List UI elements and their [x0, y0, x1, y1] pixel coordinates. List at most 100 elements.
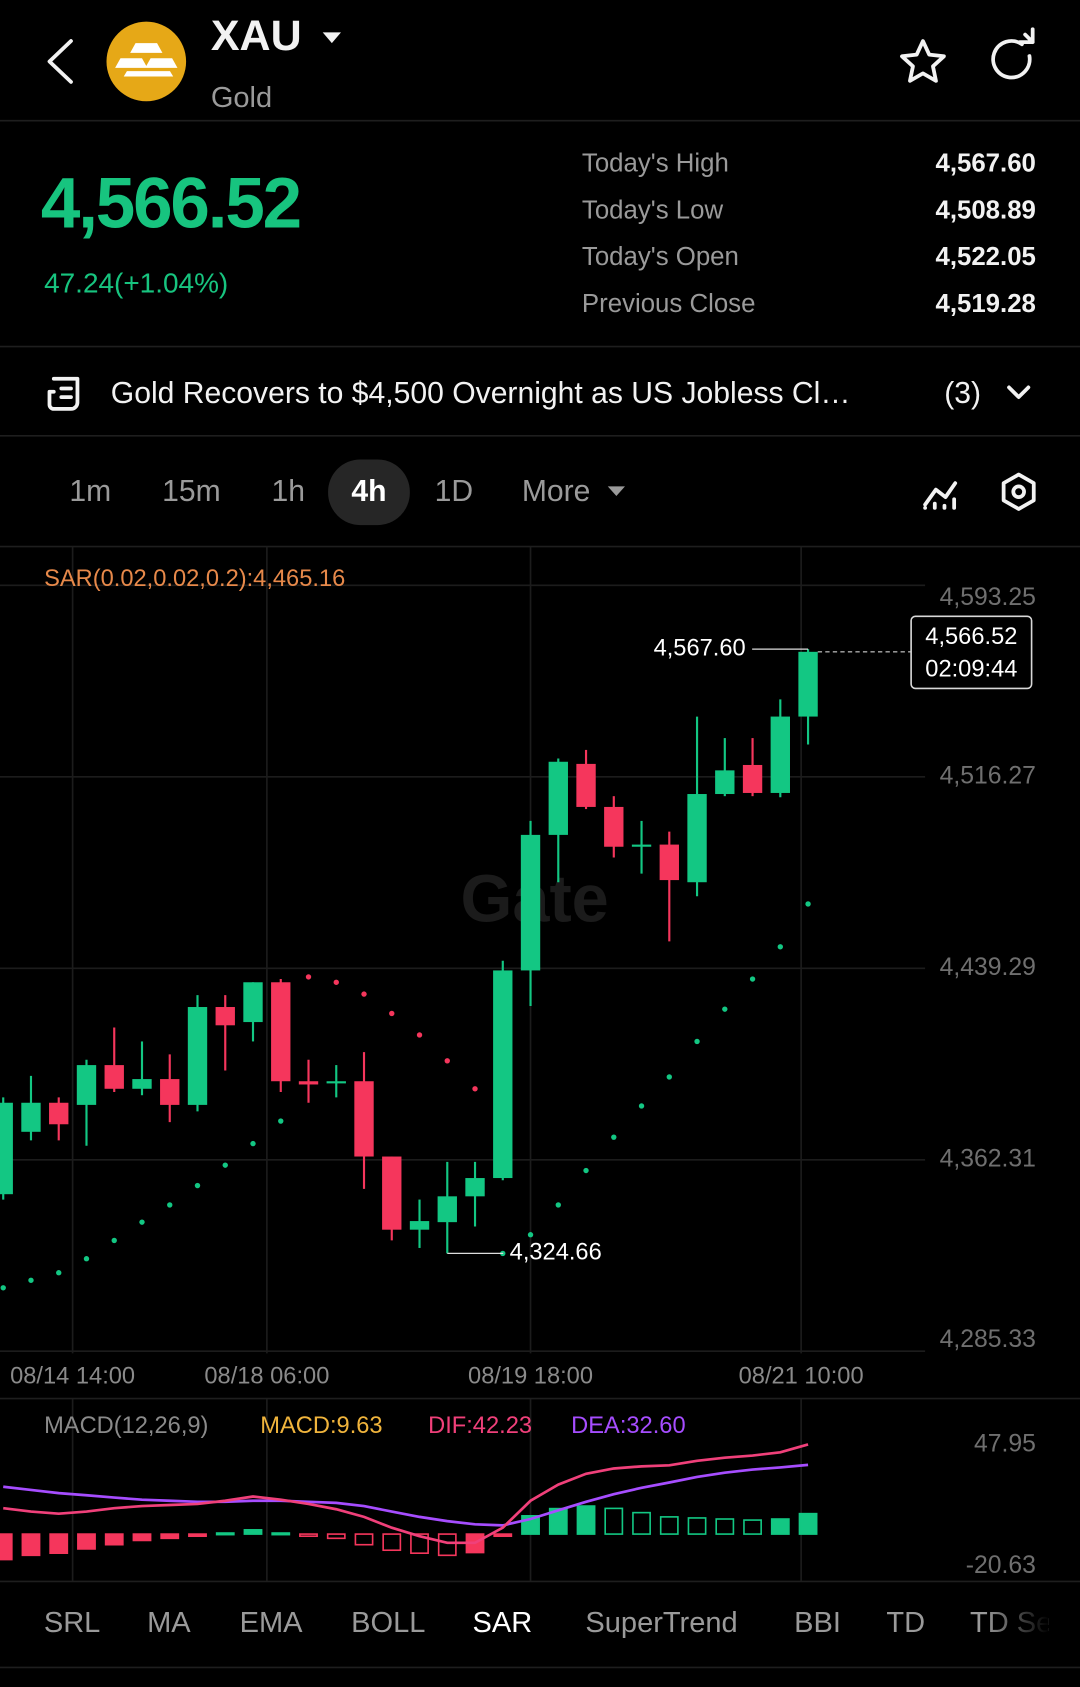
candle-body	[798, 651, 818, 717]
last-price-box	[910, 615, 1033, 690]
sar-dot	[167, 1202, 173, 1208]
stat-value: 4,522.05	[935, 243, 1035, 271]
high-marker-label: 4,567.60	[654, 635, 746, 661]
news-count[interactable]: (3)	[944, 377, 981, 410]
stat-label: Today's Open	[582, 243, 739, 271]
x-tick-label: 08/18 06:00	[204, 1363, 329, 1389]
indicator-tab[interactable]: MA	[147, 1607, 191, 1639]
last-price: 4,566.52	[41, 165, 300, 244]
macd-bar	[215, 1532, 235, 1536]
stat-value: 4,519.28	[935, 290, 1035, 318]
stat-value: 4,508.89	[935, 196, 1035, 224]
macd-bar	[21, 1533, 41, 1557]
chart-type-button[interactable]	[923, 481, 958, 510]
sar-dot	[666, 1074, 672, 1080]
macd-title: MACD(12,26,9)	[44, 1413, 208, 1439]
macd-bar	[382, 1533, 402, 1552]
macd-bar	[0, 1533, 13, 1561]
timeframe-active-bg	[328, 459, 410, 526]
dif-line	[3, 1443, 809, 1545]
timeframe-button[interactable]: 1h	[272, 475, 305, 508]
macd-value: MACD:9.63	[260, 1413, 382, 1439]
candle-body	[576, 763, 596, 807]
candle-body	[215, 1007, 235, 1026]
share-button[interactable]	[991, 27, 1035, 80]
macd-bar	[77, 1533, 96, 1550]
candle-body	[354, 1081, 374, 1157]
settings-button[interactable]	[1001, 472, 1036, 511]
sar-dot	[222, 1162, 228, 1168]
indicator-tab[interactable]: SRL	[44, 1607, 100, 1639]
back-button[interactable]	[47, 39, 73, 84]
news-expand[interactable]	[1007, 385, 1031, 399]
macd-bar	[687, 1517, 707, 1535]
favorite-button[interactable]	[900, 39, 946, 83]
sar-dot	[83, 1256, 90, 1262]
news-headline[interactable]: Gold Recovers to $4,500 Overnight as US …	[111, 377, 851, 410]
sar-dot	[472, 1086, 478, 1092]
macd-bar	[243, 1529, 263, 1535]
x-tick-label: 08/19 18:00	[468, 1363, 593, 1389]
macd-y-tick-label: 47.95	[974, 1430, 1036, 1457]
gold-icon	[106, 21, 187, 102]
indicator-tab[interactable]: SuperTrend	[585, 1607, 737, 1639]
y-tick-label: 4,362.31	[940, 1145, 1036, 1172]
news-icon	[47, 376, 80, 411]
macd-bar	[326, 1533, 346, 1540]
macd-bar	[299, 1533, 318, 1538]
sar-dot	[805, 901, 811, 907]
macd-bar	[410, 1533, 429, 1554]
candle-body	[520, 834, 541, 971]
timeframe-button[interactable]: 1D	[435, 475, 474, 508]
sar-dot	[278, 1118, 284, 1124]
candle-body	[437, 1196, 457, 1223]
sar-dot	[749, 976, 756, 982]
tab-fade	[984, 1592, 1049, 1657]
sar-dot	[611, 1134, 617, 1140]
candle-body	[132, 1079, 152, 1089]
candle-body	[631, 844, 652, 847]
candle-body	[548, 761, 568, 835]
macd-bar	[104, 1533, 124, 1546]
symbol-dropdown[interactable]	[322, 32, 341, 44]
stat-label: Today's High	[582, 150, 729, 178]
macd-bar	[188, 1533, 207, 1538]
symbol[interactable]: XAU	[211, 12, 302, 60]
candle-body	[104, 1065, 124, 1089]
timeframe-button[interactable]: 4h	[351, 475, 386, 508]
timeframe-button[interactable]: More	[522, 475, 591, 508]
sar-dot	[361, 991, 367, 997]
indicator-tab[interactable]: SAR	[472, 1607, 532, 1639]
timeframe-button[interactable]: 15m	[162, 475, 221, 508]
macd-bar	[743, 1519, 762, 1535]
candle-body	[604, 806, 624, 847]
macd-bar	[770, 1518, 790, 1535]
countdown-label: 02:09:44	[925, 656, 1017, 682]
indicator-tab[interactable]: BBI	[794, 1607, 841, 1639]
candle-body	[271, 982, 291, 1082]
sar-dot	[305, 974, 312, 980]
last-price-label: 4,566.52	[925, 624, 1017, 650]
macd-bar	[798, 1512, 818, 1535]
macd-bar	[493, 1533, 513, 1538]
sar-dot	[194, 1182, 201, 1189]
sar-dot	[416, 1032, 423, 1038]
low-marker-label: 4,324.66	[510, 1240, 602, 1266]
indicator-tab[interactable]: EMA	[240, 1607, 304, 1639]
indicator-tab[interactable]: TD	[886, 1607, 925, 1639]
more-dropdown[interactable]	[607, 486, 625, 497]
macd-bar	[715, 1518, 735, 1535]
y-tick-label: 4,516.27	[940, 762, 1036, 789]
macd-bar	[49, 1533, 69, 1554]
candle-body	[298, 1081, 319, 1085]
indicator-tab[interactable]: BOLL	[351, 1607, 425, 1639]
stat-label: Previous Close	[582, 290, 755, 318]
candle-body	[382, 1156, 402, 1230]
candle-body	[21, 1102, 41, 1132]
timeframe-button[interactable]: 1m	[69, 475, 111, 508]
macd-bar	[604, 1507, 624, 1535]
dea-line	[3, 1463, 809, 1527]
macd-y-tick-label: -20.63	[966, 1552, 1036, 1579]
macd-bar	[160, 1533, 180, 1540]
